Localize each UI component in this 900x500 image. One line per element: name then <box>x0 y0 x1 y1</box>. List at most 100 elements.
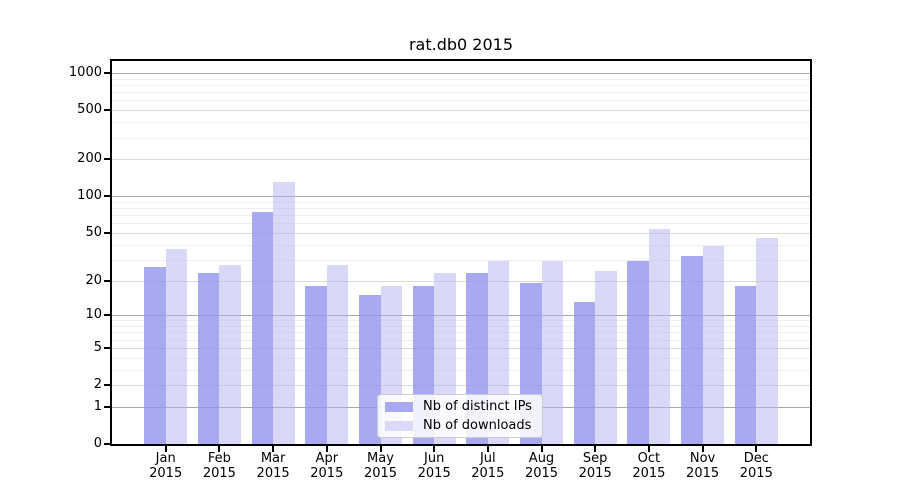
x-tick-mark <box>379 446 382 452</box>
gridline-major <box>112 73 810 74</box>
bar-distinct-ips <box>573 302 596 444</box>
gridline-tick <box>112 280 810 282</box>
x-tick-label: Sep 2015 <box>578 451 612 481</box>
bar-downloads <box>219 265 241 444</box>
gridline-minor <box>112 339 810 341</box>
legend-label-downloads: Nb of downloads <box>423 418 532 433</box>
gridline-minor <box>112 208 810 209</box>
y-tick-label: 5 <box>93 339 102 355</box>
x-tick-mark <box>272 446 275 452</box>
plot-area <box>110 59 812 446</box>
gridline-minor <box>112 320 810 322</box>
x-tick-label: Nov 2015 <box>686 451 720 481</box>
x-tick-mark <box>218 446 221 452</box>
x-tick-mark <box>647 446 650 452</box>
bar-distinct-ips <box>197 273 220 444</box>
bar-downloads <box>595 271 617 444</box>
x-tick-mark <box>486 446 489 452</box>
y-tick-mark <box>104 231 110 234</box>
y-tick-mark <box>104 158 110 161</box>
bar-distinct-ips <box>144 267 166 444</box>
gridline-minor <box>112 201 810 203</box>
y-tick-mark <box>104 346 110 349</box>
legend: Nb of distinct IPs Nb of downloads <box>377 394 543 438</box>
x-tick-label: Mar 2015 <box>256 451 290 481</box>
y-tick-mark <box>104 384 110 386</box>
bar-downloads <box>541 261 563 444</box>
bar-distinct-ips <box>627 261 649 444</box>
bar-downloads <box>702 245 725 444</box>
x-tick-label: Oct 2015 <box>632 451 666 481</box>
y-tick-label: 2 <box>93 377 102 392</box>
gridline-minor <box>112 215 810 217</box>
gridline-minor <box>112 92 810 94</box>
y-tick-mark <box>104 279 110 282</box>
y-tick-label: 500 <box>77 102 102 118</box>
legend-swatch-distinct-ips <box>385 401 413 412</box>
y-tick-label: 100 <box>77 188 102 204</box>
x-tick-label: Aug 2015 <box>524 451 559 481</box>
gridline-tick <box>112 385 810 386</box>
bar-distinct-ips <box>734 285 757 444</box>
x-tick-label: Feb 2015 <box>202 451 236 481</box>
x-tick-label: Apr 2015 <box>310 451 344 481</box>
bar-downloads <box>326 265 349 444</box>
bar-downloads <box>273 182 295 444</box>
y-tick-label: 200 <box>77 151 102 167</box>
gridline-minor <box>112 259 810 261</box>
gridline-minor <box>112 100 810 102</box>
gridline-minor <box>112 244 810 246</box>
y-tick-mark <box>104 72 110 74</box>
y-tick-label: 0 <box>93 436 102 451</box>
legend-label-distinct-ips: Nb of distinct IPs <box>423 399 532 414</box>
legend-item-distinct-ips: Nb of distinct IPs <box>385 399 542 414</box>
x-tick-label: Dec 2015 <box>739 451 773 481</box>
y-tick-mark <box>104 195 110 198</box>
y-tick-mark <box>104 314 110 317</box>
legend-item-downloads: Nb of downloads <box>385 418 542 433</box>
gridline-minor <box>112 369 810 371</box>
plot-inner <box>112 61 810 444</box>
bar-distinct-ips <box>251 212 274 444</box>
y-tick-label: 1 <box>93 398 102 414</box>
gridline-minor <box>112 137 810 139</box>
gridline-tick <box>112 347 810 349</box>
gridline-tick <box>112 110 810 112</box>
gridline-minor <box>112 357 810 359</box>
gridline-minor <box>112 223 810 225</box>
bar-distinct-ips <box>359 295 381 444</box>
x-tick-label: May 2015 <box>363 451 398 481</box>
bar-downloads <box>648 228 671 444</box>
bar-distinct-ips <box>681 256 703 444</box>
gridline-minor <box>112 122 810 124</box>
x-tick-mark <box>164 446 167 452</box>
x-tick-label: Jan 2015 <box>149 451 183 481</box>
y-tick-mark <box>104 443 110 445</box>
gridline-minor <box>112 78 810 80</box>
x-tick-mark <box>325 446 328 452</box>
bar-distinct-ips <box>305 285 327 444</box>
gridline-tick <box>112 232 810 234</box>
gridline-minor <box>112 326 810 327</box>
x-tick-mark <box>701 446 704 452</box>
gridline-major <box>112 315 810 317</box>
bar-downloads <box>165 248 188 444</box>
chart-title: rat.db0 2015 <box>408 35 514 54</box>
gridline-major <box>112 196 810 198</box>
y-tick-label: 20 <box>85 272 102 288</box>
x-tick-mark <box>433 446 436 452</box>
x-tick-label: Jul 2015 <box>471 451 505 481</box>
y-tick-label: 1000 <box>68 65 102 80</box>
legend-swatch-downloads <box>385 420 413 431</box>
y-tick-label: 50 <box>85 224 102 240</box>
x-tick-mark <box>594 446 597 452</box>
x-tick-mark <box>540 446 543 452</box>
y-tick-label: 10 <box>85 307 102 323</box>
x-tick-mark <box>755 446 758 452</box>
gridline-tick <box>112 159 810 161</box>
gridline-minor <box>112 84 810 86</box>
bar-downloads <box>756 238 778 444</box>
y-tick-mark <box>104 405 110 408</box>
x-tick-label: Jun 2015 <box>417 451 451 481</box>
